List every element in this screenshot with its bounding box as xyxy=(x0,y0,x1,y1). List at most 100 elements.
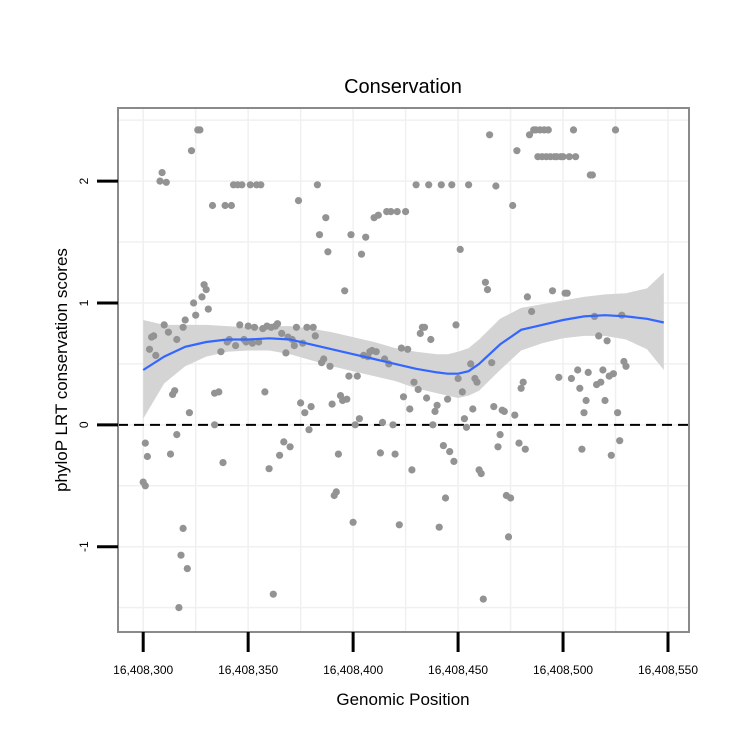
data-point xyxy=(353,372,361,380)
data-point xyxy=(473,378,481,386)
data-point xyxy=(351,421,359,429)
x-tick-label: 16,408,500 xyxy=(533,663,593,677)
data-point xyxy=(185,409,193,417)
data-point xyxy=(145,345,154,353)
data-point xyxy=(395,521,403,529)
data-point xyxy=(376,449,384,457)
data-point xyxy=(511,411,519,419)
data-point xyxy=(404,345,412,353)
data-point xyxy=(420,323,429,331)
data-point xyxy=(435,523,443,531)
data-point xyxy=(429,421,437,429)
data-point xyxy=(332,488,340,496)
gridlines xyxy=(118,108,689,632)
data-point xyxy=(141,439,149,447)
data-point xyxy=(582,396,590,405)
data-point xyxy=(412,181,420,189)
data-point xyxy=(362,233,370,241)
data-point xyxy=(452,321,460,329)
data-point xyxy=(177,551,185,559)
data-point xyxy=(301,409,309,417)
data-point xyxy=(483,286,492,294)
data-point xyxy=(315,231,324,239)
data-point xyxy=(555,373,563,381)
data-point xyxy=(456,245,464,253)
data-point xyxy=(164,328,172,336)
data-point xyxy=(286,443,294,451)
data-point xyxy=(393,208,401,216)
data-point xyxy=(211,421,219,429)
data-point xyxy=(236,321,244,329)
data-point xyxy=(423,394,431,402)
data-point xyxy=(479,595,487,603)
data-point xyxy=(622,362,630,370)
data-point xyxy=(204,305,212,313)
data-point xyxy=(574,366,582,374)
data-point xyxy=(504,533,513,541)
data-point xyxy=(232,342,240,350)
data-point xyxy=(196,126,204,134)
data-point xyxy=(343,395,351,403)
data-point xyxy=(162,178,170,186)
data-point xyxy=(246,181,254,189)
data-point xyxy=(328,400,336,408)
data-point xyxy=(179,323,187,331)
data-point xyxy=(141,482,149,490)
data-point xyxy=(183,565,191,573)
data-point xyxy=(427,335,435,344)
data-point xyxy=(603,337,611,345)
data-point xyxy=(297,399,305,407)
data-point xyxy=(311,332,319,340)
data-point xyxy=(355,415,363,423)
data-point xyxy=(326,362,334,370)
data-point xyxy=(217,348,225,356)
data-point xyxy=(292,323,300,331)
data-point xyxy=(601,396,609,405)
data-point xyxy=(465,181,473,189)
data-point xyxy=(378,418,387,426)
data-point xyxy=(607,451,615,459)
data-point xyxy=(181,316,189,324)
data-point xyxy=(202,286,210,294)
data-point xyxy=(515,439,523,447)
data-point xyxy=(399,393,408,401)
x-axis: 16,408,300 16,408,350 16,408,400 16,408,450… xyxy=(113,632,698,677)
x-tick-label: 16,408,300 xyxy=(113,663,173,677)
data-point xyxy=(565,153,573,161)
data-point xyxy=(173,431,181,439)
data-point xyxy=(525,131,534,139)
data-point xyxy=(357,250,366,258)
data-point xyxy=(166,450,175,458)
data-point xyxy=(179,524,187,533)
data-point xyxy=(349,518,357,526)
data-point xyxy=(303,323,311,331)
data-point xyxy=(410,378,418,386)
data-point xyxy=(190,299,198,307)
data-point xyxy=(265,465,273,473)
data-point xyxy=(372,348,380,356)
data-point xyxy=(305,426,313,434)
data-point xyxy=(282,349,290,357)
data-point xyxy=(567,374,576,383)
data-point xyxy=(273,320,282,328)
y-tick-label: 2 xyxy=(77,177,91,184)
data-point xyxy=(238,181,246,189)
data-point xyxy=(402,208,410,216)
data-point xyxy=(437,181,445,189)
data-point xyxy=(244,322,252,330)
data-point xyxy=(441,494,450,502)
data-point xyxy=(387,208,395,216)
data-point xyxy=(588,171,597,179)
data-point xyxy=(160,321,168,329)
data-point xyxy=(616,437,624,445)
data-point xyxy=(580,409,588,417)
data-point xyxy=(255,338,263,346)
data-point xyxy=(290,342,298,350)
data-point xyxy=(490,403,498,411)
data-point xyxy=(494,443,502,451)
data-point xyxy=(158,169,166,177)
data-point xyxy=(454,374,462,383)
data-point xyxy=(544,126,552,134)
data-point xyxy=(433,401,441,409)
